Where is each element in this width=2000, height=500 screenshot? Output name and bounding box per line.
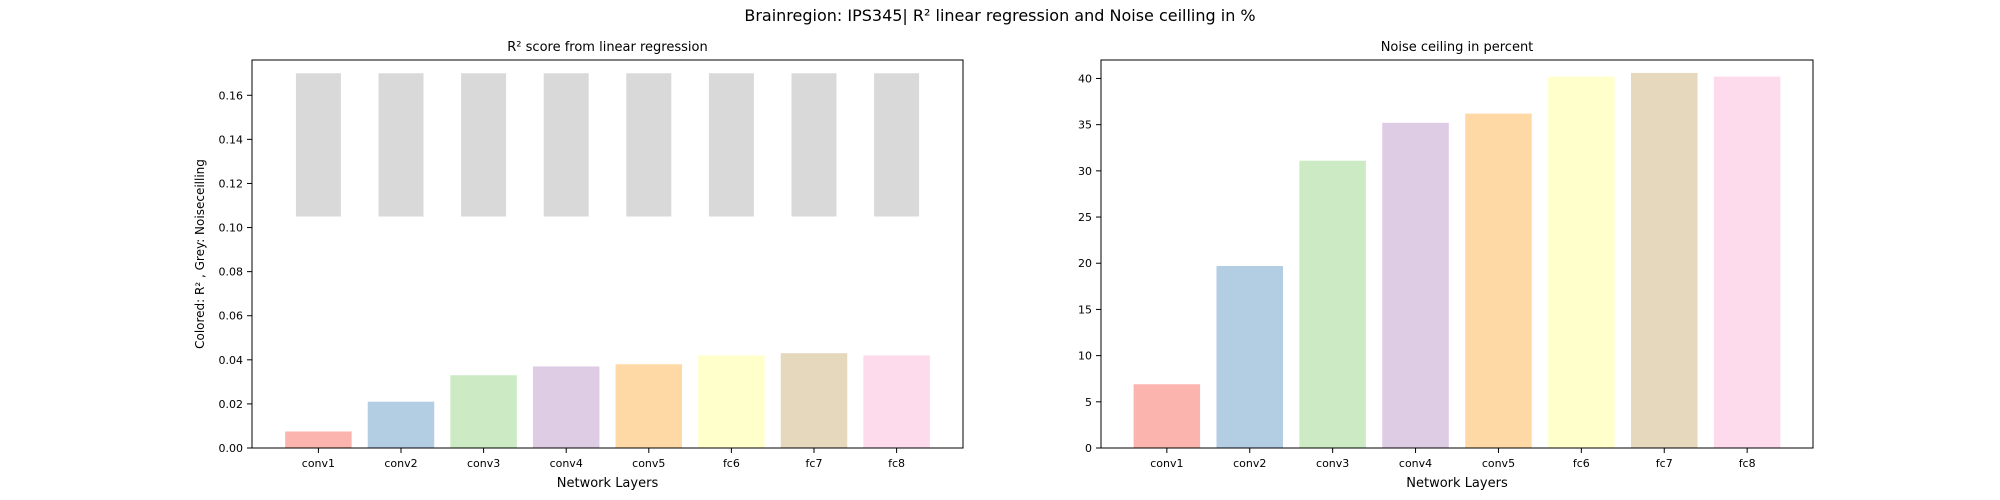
- r2-bar: [532, 366, 600, 448]
- y-tick-label: 0.16: [219, 89, 244, 102]
- r2-bar: [615, 364, 683, 448]
- noise-ceiling-chart: 0 5 10 15 20 25 30 35 40 conv1 conv2 conv3 conv4 conv…: [1078, 40, 1814, 491]
- y-tick-label: 15: [1078, 303, 1092, 316]
- r2-bar: [367, 401, 435, 448]
- y-tick-label: 10: [1078, 350, 1092, 363]
- x-tick-label: fc6: [723, 457, 740, 470]
- x-tick-label: conv5: [1482, 457, 1515, 470]
- figure-title: Brainregion: IPS345| R² linear regressio…: [744, 6, 1256, 25]
- chart-title: R² score from linear regression: [507, 40, 707, 55]
- noise-ceiling-bar: [626, 73, 672, 217]
- x-tick-label: conv3: [467, 457, 500, 470]
- x-tick-label: conv2: [384, 457, 417, 470]
- noise-ceiling-bar: [543, 73, 589, 217]
- r2-bar: [698, 355, 765, 448]
- noise-ceiling-bar: [461, 73, 507, 217]
- y-tick-label: 25: [1078, 211, 1092, 224]
- r2-bar: [450, 375, 517, 448]
- x-axis-label: Network Layers: [557, 476, 659, 491]
- y-tick-label: 0.14: [219, 133, 244, 146]
- noise-ceiling-bar: [791, 73, 837, 217]
- axes-frame: [251, 59, 964, 449]
- y-tick-label: 0.08: [219, 266, 244, 279]
- y-tick-label: 30: [1078, 165, 1092, 178]
- y-tick-label: 0.02: [219, 398, 244, 411]
- x-tick-label: conv4: [1399, 457, 1432, 470]
- r2-bar: [285, 431, 352, 448]
- y-tick-label: 0.12: [219, 177, 244, 190]
- noise-ceiling-percent-bar: [1133, 384, 1201, 448]
- noise-ceiling-percent-bar: [1382, 122, 1449, 449]
- x-tick-label: fc7: [806, 457, 823, 470]
- chart-title: Noise ceiling in percent: [1381, 40, 1534, 55]
- r2-chart: 0.00 0.02 0.04 0.06 0.08 0.10 0.12 0.14 0.16 conv…: [193, 40, 964, 491]
- x-axis-label: Network Layers: [1406, 476, 1508, 491]
- y-tick-label: 5: [1085, 396, 1092, 409]
- axes-frame: [1100, 59, 1814, 449]
- noise-ceiling-bar: [708, 73, 754, 217]
- x-tick-label: fc7: [1656, 457, 1673, 470]
- noise-ceiling-bar: [295, 73, 341, 217]
- plot-area: [252, 60, 963, 448]
- y-tick-label: 0.00: [219, 442, 244, 455]
- noise-ceiling-percent-bar: [1548, 76, 1615, 448]
- noise-ceiling-percent-bar: [1299, 160, 1366, 448]
- y-tick-label: 20: [1078, 257, 1092, 270]
- x-tick-label: conv3: [1316, 457, 1349, 470]
- y-tick-label: 40: [1078, 72, 1092, 85]
- x-tick-label: fc6: [1573, 457, 1590, 470]
- noise-ceiling-percent-bar: [1631, 72, 1698, 448]
- x-tick-label: fc8: [1739, 457, 1756, 470]
- noise-ceiling-bar: [874, 73, 920, 217]
- noise-ceiling-percent-bar: [1465, 113, 1532, 448]
- y-tick-label: 35: [1078, 119, 1092, 132]
- y-axis-label: Colored: R² , Grey: Noiseceilling: [193, 159, 207, 349]
- x-tick-label: conv5: [632, 457, 665, 470]
- r2-bar: [780, 353, 848, 448]
- x-tick-label: conv1: [1150, 457, 1183, 470]
- noise-ceiling-bar: [378, 73, 424, 217]
- y-tick-label: 0: [1085, 442, 1092, 455]
- y-tick-label: 0.06: [219, 310, 244, 323]
- y-tick-label: 0.10: [219, 222, 244, 235]
- noise-ceiling-percent-bar: [1713, 76, 1781, 448]
- r2-bar: [863, 355, 930, 448]
- x-tick-label: conv1: [302, 457, 335, 470]
- plot-area: [1101, 60, 1813, 448]
- x-tick-label: fc8: [888, 457, 905, 470]
- noise-ceiling-percent-bar: [1216, 266, 1283, 448]
- x-tick-label: conv2: [1233, 457, 1266, 470]
- x-tick-label: conv4: [550, 457, 583, 470]
- y-tick-label: 0.04: [219, 354, 244, 367]
